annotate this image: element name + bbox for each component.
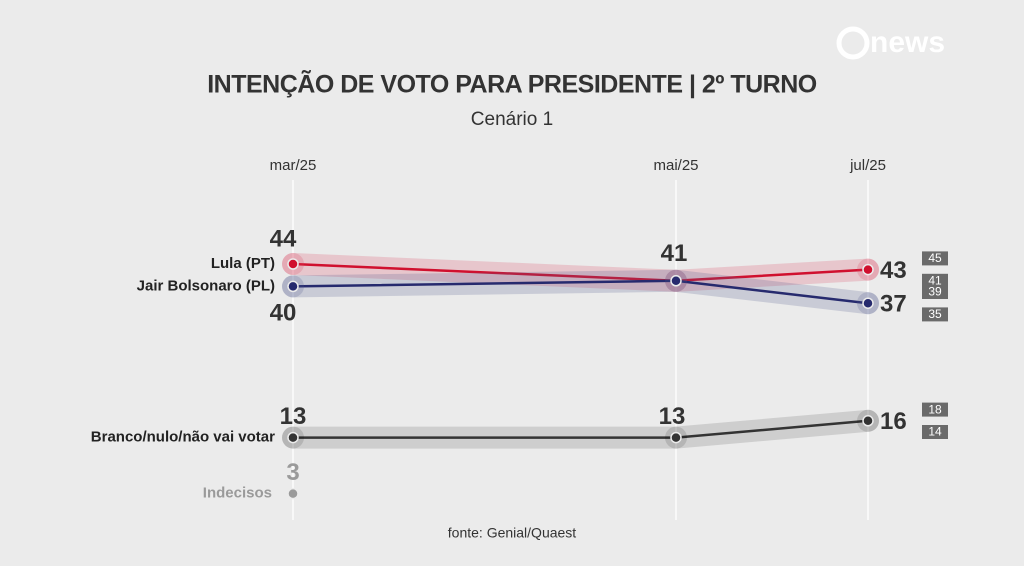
point <box>862 415 874 427</box>
point <box>287 431 299 444</box>
data-label: 37 <box>880 291 907 318</box>
data-label: 13 <box>659 403 686 430</box>
legend-label: Jair Bolsonaro (PL) <box>137 277 275 294</box>
source: fonte: Genial/Quaest <box>448 525 577 541</box>
range-label: 45 <box>928 251 942 265</box>
logo: news <box>836 26 945 60</box>
legend-label: Lula (PT) <box>211 255 275 272</box>
chart-subtitle: Cenário 1 <box>471 109 553 130</box>
data-label: 44 <box>270 225 297 252</box>
point <box>670 431 682 444</box>
x-tick-label: mar/25 <box>270 157 317 174</box>
point <box>862 297 874 309</box>
range-box <box>922 273 948 288</box>
logo-text: news <box>870 26 945 59</box>
data-label: 16 <box>880 408 907 435</box>
x-tick-label: jul/25 <box>849 157 886 174</box>
point <box>287 487 299 500</box>
logo-icon <box>836 26 870 60</box>
range-label: 41 <box>928 273 942 287</box>
chart-title: INTENÇÃO DE VOTO PARA PRESIDENTE | 2º TU… <box>207 69 817 99</box>
range-label: 35 <box>928 307 942 321</box>
range-box <box>922 425 948 439</box>
range-box <box>922 251 948 266</box>
range-box <box>922 307 948 322</box>
data-label: 3 <box>286 459 299 486</box>
point <box>287 258 299 270</box>
data-label: 40 <box>270 300 297 327</box>
point <box>670 275 682 287</box>
point <box>862 263 874 276</box>
legend-label: Branco/nulo/não vai votar <box>91 429 275 446</box>
data-label: 41 <box>661 240 688 267</box>
x-tick-label: mai/25 <box>653 157 698 174</box>
data-label: 13 <box>280 403 307 430</box>
range-label: 18 <box>928 402 942 416</box>
range-label: 39 <box>928 285 942 299</box>
legend-label: Indecisos <box>203 485 272 502</box>
range-box <box>922 402 948 417</box>
data-label: 43 <box>880 257 907 284</box>
point <box>287 280 299 293</box>
range-box <box>922 285 948 299</box>
range-label: 14 <box>928 425 942 439</box>
